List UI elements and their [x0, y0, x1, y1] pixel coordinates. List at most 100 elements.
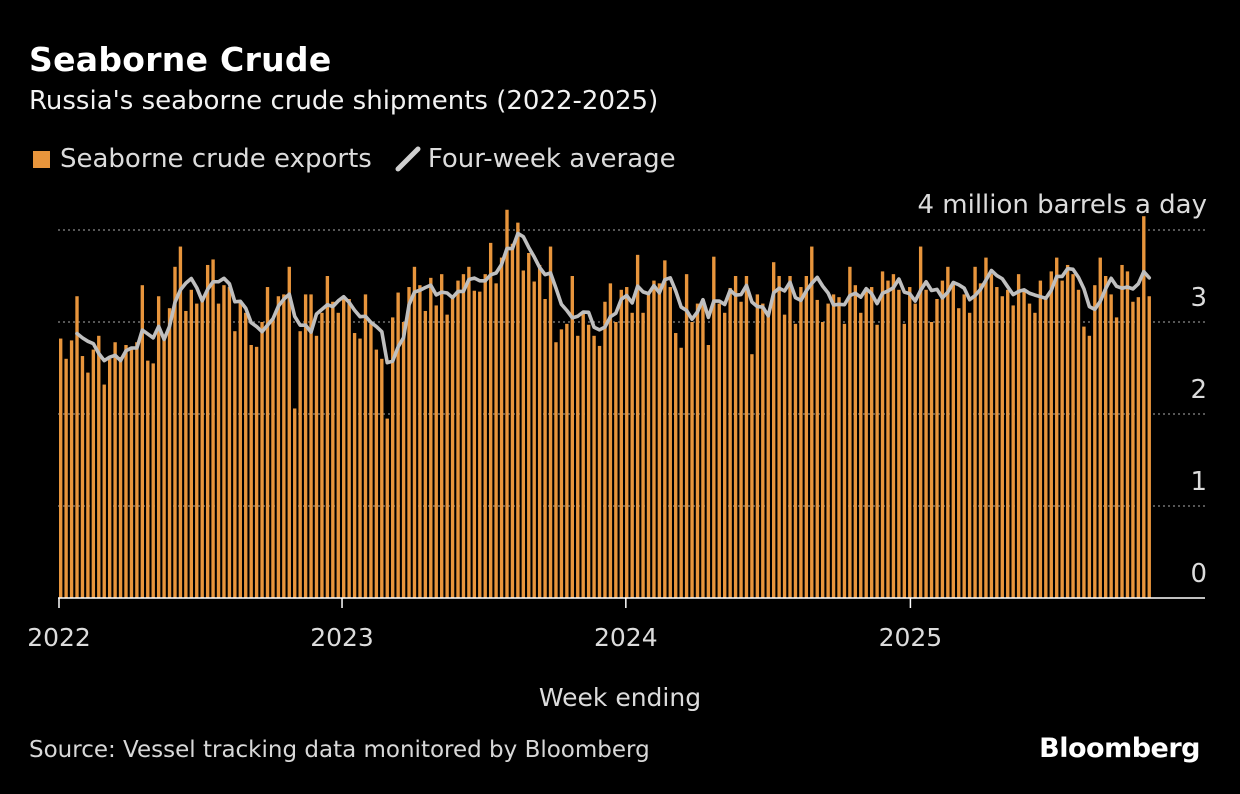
bar-week-28 [205, 264, 210, 598]
bar-week-73 [450, 296, 455, 598]
bar-week-62 [391, 317, 395, 598]
bar-week-37 [254, 346, 259, 598]
bar-week-7 [91, 349, 96, 598]
x-tick-label-2022: 2022 [27, 623, 91, 652]
bar-week-25 [189, 289, 193, 598]
bar-week-39 [265, 287, 270, 598]
bar-week-50 [325, 276, 330, 598]
bar-week-153 [886, 280, 890, 598]
bar-week-200 [1142, 216, 1146, 598]
bar-week-68 [423, 310, 428, 598]
bar-week-86 [521, 270, 526, 598]
bar-week-18 [151, 363, 155, 598]
bar-week-188 [1076, 289, 1081, 598]
bar-week-157 [908, 287, 912, 598]
x-tick-label-2023: 2023 [310, 623, 374, 652]
bar-week-52 [336, 312, 340, 598]
bar-week-164 [946, 266, 950, 598]
bar-week-69 [429, 277, 433, 598]
bar-week-116 [684, 274, 689, 598]
bar-week-64 [401, 322, 406, 598]
bar-week-149 [864, 289, 868, 598]
bar-week-194 [1109, 294, 1113, 598]
bar-week-59 [374, 349, 379, 598]
bar-week-2 [64, 358, 68, 598]
bar-week-41 [276, 296, 281, 598]
bar-week-168 [967, 312, 972, 598]
bar-week-26 [195, 303, 199, 598]
bar-week-84 [510, 243, 515, 599]
bar-week-107 [635, 254, 640, 598]
bar-week-136 [793, 323, 798, 598]
bar-week-196 [1120, 264, 1124, 598]
bar-week-9 [102, 384, 106, 598]
bar-week-96 [576, 335, 580, 598]
bar-week-110 [652, 280, 656, 598]
x-tick-label-2024: 2024 [594, 623, 658, 652]
y-tick-label-3: 3 [1190, 283, 1207, 313]
bar-week-147 [853, 285, 858, 598]
bar-week-114 [674, 333, 678, 598]
bar-week-44 [293, 408, 297, 598]
bar-week-56 [358, 338, 362, 598]
bar-week-144 [837, 297, 841, 598]
bar-week-170 [978, 283, 983, 598]
bar-week-91 [548, 246, 553, 598]
bar-week-138 [804, 276, 809, 598]
legend-line-label: Four-week average [427, 144, 676, 174]
bar-week-156 [902, 323, 906, 598]
bar-week-117 [690, 322, 694, 598]
bar-week-16 [140, 285, 145, 598]
bar-week-35 [244, 312, 248, 598]
bar-week-119 [701, 299, 705, 598]
legend-bars-label: Seaborne crude exports [60, 144, 372, 174]
bar-week-13 [124, 345, 128, 598]
bar-week-100 [597, 345, 602, 598]
bar-week-22 [173, 266, 177, 598]
bar-week-42 [282, 294, 286, 598]
bar-week-187 [1071, 274, 1075, 598]
bar-week-87 [527, 253, 531, 598]
bar-week-185 [1060, 280, 1064, 598]
bar-week-95 [570, 276, 574, 598]
bar-week-122 [717, 303, 721, 598]
bar-week-127 [744, 276, 749, 598]
bar-week-67 [418, 285, 422, 598]
bar-week-33 [233, 331, 237, 598]
bar-week-103 [614, 322, 618, 598]
bar-week-174 [1000, 296, 1004, 598]
bar-week-47 [309, 294, 313, 598]
bar-week-3 [69, 340, 74, 598]
bar-week-155 [897, 289, 901, 598]
legend-bar-swatch [33, 150, 50, 168]
bar-week-8 [97, 335, 101, 598]
bar-week-98 [586, 324, 591, 598]
bar-week-126 [739, 301, 743, 598]
bar-week-118 [695, 303, 700, 598]
bar-week-148 [859, 312, 863, 598]
bar-week-83 [505, 209, 509, 598]
bar-week-199 [1136, 297, 1141, 598]
bar-week-93 [559, 329, 564, 598]
bar-week-176 [1011, 305, 1015, 598]
bar-week-80 [488, 242, 493, 598]
bar-week-135 [788, 276, 792, 598]
bar-week-171 [984, 257, 988, 598]
bar-week-172 [989, 274, 994, 598]
bar-week-15 [135, 342, 139, 598]
bar-week-109 [646, 294, 651, 598]
bar-week-79 [483, 274, 487, 598]
bar-week-46 [303, 294, 308, 598]
bar-week-130 [761, 303, 765, 598]
bar-week-92 [554, 342, 558, 598]
x-tick-label-2025: 2025 [879, 623, 943, 652]
bar-week-60 [380, 358, 384, 598]
bar-week-53 [342, 296, 346, 598]
bar-week-58 [369, 323, 373, 598]
bar-week-71 [440, 274, 444, 598]
bar-week-151 [875, 324, 879, 598]
bar-week-4 [75, 296, 79, 598]
bar-week-14 [129, 347, 134, 598]
bar-week-163 [940, 280, 945, 598]
